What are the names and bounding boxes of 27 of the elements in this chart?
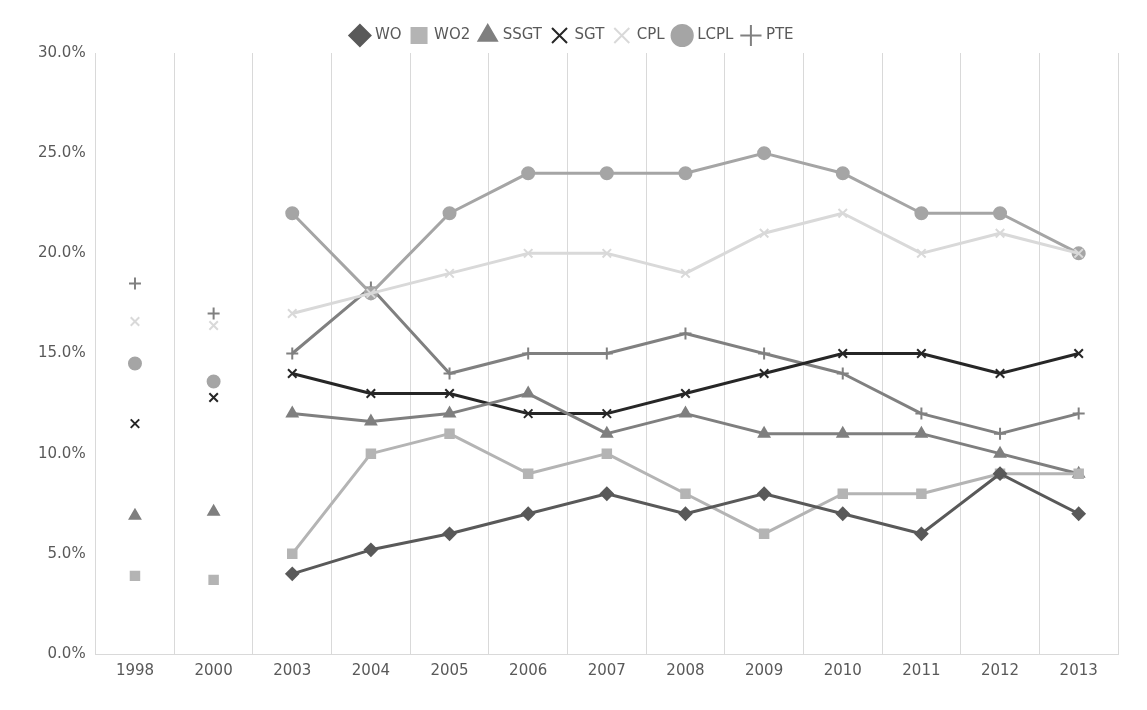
y-tick-label: 5.0% <box>47 543 86 562</box>
x-tick-label: 2011 <box>902 660 941 679</box>
y-tick-label: 25.0% <box>38 143 86 162</box>
x-tick-label: 2012 <box>980 660 1020 679</box>
legend-label: WO <box>374 25 402 44</box>
y-tick-label: 10.0% <box>38 443 86 462</box>
legend-label: WO2 <box>434 25 471 44</box>
x-tick-label: 2003 <box>273 660 312 679</box>
y-tick-label: 30.0% <box>38 42 86 61</box>
y-tick-label: 0.0% <box>47 643 86 662</box>
x-tick-label: 2000 <box>194 660 233 679</box>
x-tick-label: 2006 <box>509 660 548 679</box>
x-tick-label: 1998 <box>115 660 155 679</box>
x-tick-label: 2008 <box>666 660 705 679</box>
y-tick-label: 20.0% <box>38 243 86 262</box>
legend-label: CPL <box>636 25 666 44</box>
x-tick-label: 2010 <box>823 660 862 679</box>
x-tick-label: 2009 <box>745 660 784 679</box>
legend-label: PTE <box>765 25 794 44</box>
legend-label: SGT <box>574 25 606 44</box>
legend-label: SSGT <box>502 25 543 44</box>
x-tick-label: 2013 <box>1059 660 1098 679</box>
y-tick-label: 15.0% <box>38 343 86 362</box>
legend-label: LCPL <box>697 25 735 44</box>
x-tick-label: 2004 <box>351 660 390 679</box>
x-tick-label: 2007 <box>587 660 626 679</box>
x-tick-label: 2005 <box>430 660 469 679</box>
